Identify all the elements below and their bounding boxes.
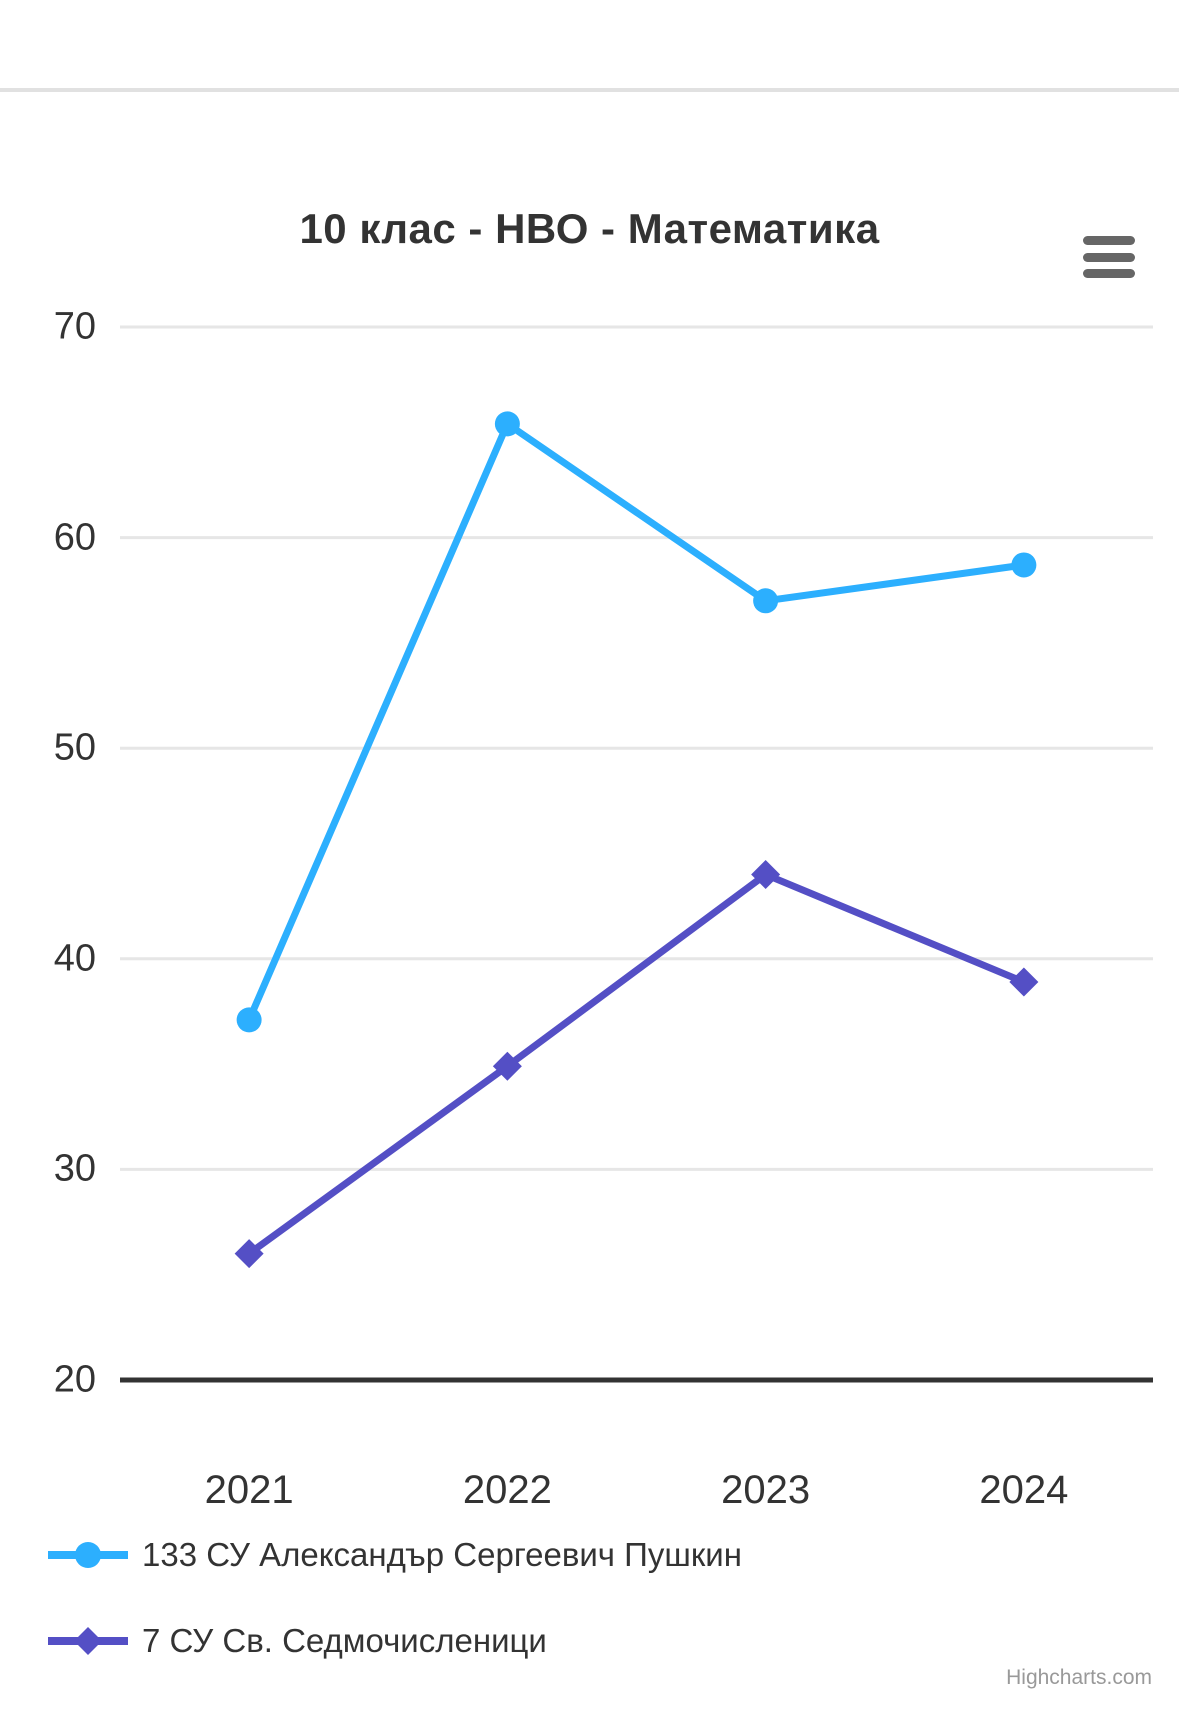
circle-marker-icon — [1011, 552, 1037, 578]
circle-marker-icon — [494, 411, 520, 437]
x-axis-label: 2023 — [721, 1468, 811, 1512]
x-axis-label: 2022 — [462, 1468, 552, 1512]
x-axis-label: 2021 — [204, 1468, 294, 1512]
hamburger-icon — [1083, 269, 1135, 278]
diamond-marker-icon — [234, 1239, 264, 1269]
series-line — [245, 420, 1028, 1024]
chart-context-menu-button[interactable] — [1083, 234, 1137, 280]
y-axis-label: 60 — [53, 516, 96, 559]
x-axis-label: 2024 — [979, 1468, 1069, 1512]
circle-legend-marker-icon — [48, 1542, 128, 1568]
diamond-legend-marker-icon — [48, 1627, 128, 1655]
legend-item[interactable]: 7 СУ Св. Седмочисленици — [48, 1610, 742, 1672]
y-axis-label: 20 — [53, 1358, 96, 1401]
circle-marker-icon — [753, 588, 779, 614]
series-line — [245, 871, 1028, 1258]
circle-marker-icon — [236, 1007, 262, 1033]
top-divider — [0, 88, 1179, 92]
legend-label: 133 СУ Александър Сергеевич Пушкин — [142, 1536, 742, 1573]
diamond-marker-icon — [1009, 967, 1039, 997]
hamburger-icon — [1083, 252, 1135, 262]
chart-legend: 133 СУ Александър Сергеевич Пушкин 7 СУ С… — [48, 1524, 742, 1696]
chart-title: 10 клас - НВО - Математика — [299, 205, 880, 252]
y-axis-label: 50 — [53, 726, 96, 769]
y-axis-label: 30 — [53, 1147, 96, 1190]
hamburger-icon — [1083, 236, 1135, 245]
legend-label: 7 СУ Св. Седмочисленици — [142, 1622, 547, 1659]
legend-item[interactable]: 133 СУ Александър Сергеевич Пушкин — [48, 1524, 742, 1586]
y-axis-label: 40 — [53, 937, 96, 980]
diamond-marker-icon — [751, 860, 781, 890]
diamond-marker-icon — [492, 1051, 522, 1081]
y-axis-label: 70 — [53, 305, 96, 348]
highcharts-credit[interactable]: Highcharts.com — [1006, 1666, 1152, 1689]
